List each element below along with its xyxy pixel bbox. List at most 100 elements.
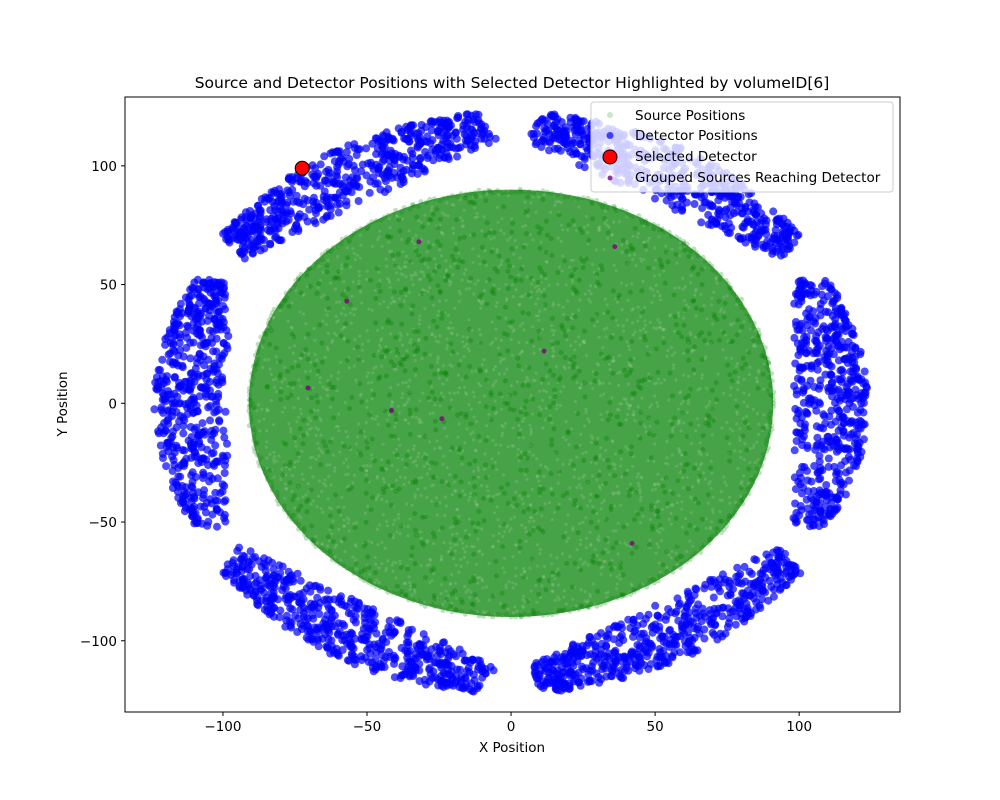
source-point xyxy=(464,287,468,291)
source-point xyxy=(540,584,544,588)
source-point xyxy=(319,507,323,511)
detector-point xyxy=(188,477,197,486)
source-point xyxy=(324,387,328,391)
source-point xyxy=(654,419,660,425)
source-point xyxy=(729,323,734,327)
source-point xyxy=(477,254,481,258)
source-point xyxy=(304,493,308,497)
source-point xyxy=(316,281,322,287)
source-point xyxy=(276,304,282,310)
source-point xyxy=(420,356,424,360)
source-point xyxy=(606,535,610,540)
source-point xyxy=(670,393,676,399)
source-point xyxy=(565,540,569,544)
source-point xyxy=(738,438,742,443)
source-point xyxy=(443,599,448,603)
source-point xyxy=(463,374,469,380)
source-point xyxy=(382,348,388,354)
source-point xyxy=(564,602,568,606)
source-point xyxy=(505,268,511,274)
source-point xyxy=(458,609,464,615)
source-point xyxy=(511,555,515,559)
source-point xyxy=(675,464,679,468)
source-point xyxy=(455,508,459,512)
source-point xyxy=(432,604,438,609)
source-point xyxy=(370,308,374,312)
detector-point xyxy=(792,508,801,517)
detector-point xyxy=(413,169,422,178)
source-point xyxy=(409,311,415,317)
source-point xyxy=(608,472,612,477)
source-point xyxy=(516,453,520,457)
source-point xyxy=(545,189,550,195)
source-point xyxy=(304,499,310,505)
source-point xyxy=(725,420,729,424)
source-point xyxy=(573,288,579,294)
source-point xyxy=(419,291,425,296)
source-point xyxy=(594,461,598,465)
source-point xyxy=(483,249,487,253)
source-point xyxy=(544,277,548,281)
source-point xyxy=(387,532,393,538)
source-point xyxy=(394,561,398,565)
source-point xyxy=(580,604,586,610)
source-point xyxy=(509,325,514,330)
source-point xyxy=(479,244,485,250)
source-point xyxy=(563,366,567,371)
source-point xyxy=(387,413,392,417)
source-point xyxy=(555,340,560,346)
source-point xyxy=(594,248,599,252)
source-point xyxy=(342,524,346,528)
detector-point xyxy=(203,338,212,347)
source-point xyxy=(315,368,321,374)
source-point xyxy=(735,410,739,414)
source-point xyxy=(390,212,396,218)
source-point xyxy=(504,332,510,338)
source-point xyxy=(319,340,325,346)
source-point xyxy=(512,328,516,332)
source-point xyxy=(411,460,415,464)
source-point xyxy=(610,288,616,294)
source-point xyxy=(551,589,555,594)
source-point xyxy=(278,303,284,309)
source-point xyxy=(313,544,319,549)
source-point xyxy=(602,311,606,316)
source-point xyxy=(448,582,452,586)
source-point xyxy=(264,328,270,334)
source-point xyxy=(465,427,469,431)
source-point xyxy=(295,507,301,513)
source-point xyxy=(456,451,460,455)
source-point xyxy=(290,497,295,503)
source-point xyxy=(369,581,375,587)
source-point xyxy=(723,480,727,484)
source-point xyxy=(379,354,385,360)
source-point xyxy=(308,395,314,401)
source-point xyxy=(575,365,579,369)
source-point xyxy=(428,558,432,562)
source-point xyxy=(483,232,489,238)
source-point xyxy=(324,269,330,275)
source-point xyxy=(593,440,599,446)
source-point xyxy=(434,263,438,267)
source-point xyxy=(456,373,460,377)
source-point xyxy=(360,348,364,352)
source-point xyxy=(447,549,451,553)
source-point xyxy=(612,473,618,479)
source-point xyxy=(499,612,505,618)
source-point xyxy=(468,275,474,281)
source-point xyxy=(553,329,557,333)
source-point xyxy=(522,209,528,215)
source-point xyxy=(347,484,351,488)
source-point xyxy=(425,250,429,254)
source-point xyxy=(553,194,557,198)
source-point xyxy=(570,364,576,370)
source-point xyxy=(597,228,602,232)
source-point xyxy=(301,495,305,499)
source-point xyxy=(628,357,634,363)
source-point xyxy=(467,403,471,407)
source-point xyxy=(497,264,501,268)
source-point xyxy=(342,461,346,465)
source-point xyxy=(497,287,501,291)
source-point xyxy=(338,268,342,272)
source-point xyxy=(739,494,743,499)
